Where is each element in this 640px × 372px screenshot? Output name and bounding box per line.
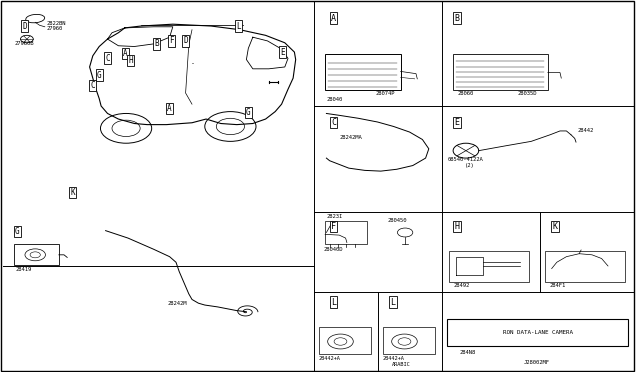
Text: 27960: 27960 [46,26,62,31]
Text: (2): (2) [465,163,474,168]
Text: 27960B: 27960B [14,41,33,46]
Bar [14,244,59,265]
Bar [325,54,401,90]
Text: 28035D: 28035D [517,90,536,96]
Text: 08540-4122A: 08540-4122A [448,157,484,162]
Text: 284F1: 284F1 [549,283,565,288]
Text: E: E [280,48,285,57]
Bar [325,221,367,244]
Bar [449,251,529,282]
Text: E: E [454,118,460,127]
Text: D: D [183,36,188,45]
Text: 2822BN: 2822BN [46,20,65,26]
Text: RON DATA-LANE CAMERA: RON DATA-LANE CAMERA [502,330,573,335]
Text: K: K [70,188,75,197]
Text: 28242MA: 28242MA [339,135,362,140]
Text: L: L [390,298,396,307]
Text: 28040: 28040 [326,97,342,102]
Text: 28442: 28442 [577,128,593,134]
Text: 280450: 280450 [387,218,406,223]
Text: F: F [169,36,174,45]
Text: D: D [22,22,27,31]
Text: A: A [167,104,172,113]
Text: B: B [454,14,460,23]
Bar [319,327,371,354]
Bar [447,319,628,346]
Bar [453,54,548,90]
Text: 284N8: 284N8 [460,350,476,355]
Bar [545,251,625,282]
Text: A: A [331,14,336,23]
Text: ARABIC: ARABIC [392,362,410,367]
Text: 28492: 28492 [453,283,469,288]
Text: B: B [154,39,159,48]
Text: 28419: 28419 [16,267,32,272]
Text: C: C [90,81,95,90]
Text: G: G [97,71,102,80]
Text: 28060: 28060 [458,90,474,96]
Text: C: C [331,118,336,127]
Text: 28040D: 28040D [324,247,343,252]
Text: 28242M: 28242M [168,301,187,306]
Text: F: F [331,222,336,231]
Text: 28442+A: 28442+A [319,356,340,362]
Text: L: L [331,298,336,307]
Text: A: A [123,49,128,58]
Text: H: H [454,222,460,231]
Text: K: K [552,222,557,231]
Bar [383,327,435,354]
Text: 2823I: 2823I [326,214,342,219]
Text: G: G [246,108,251,117]
Text: 28442+A: 28442+A [383,356,404,362]
Text: G: G [15,227,20,236]
Text: H: H [128,56,133,65]
Text: L: L [236,22,241,31]
Text: 28074P: 28074P [375,90,394,96]
Text: C: C [105,54,110,62]
Text: J28002MF: J28002MF [524,360,550,365]
